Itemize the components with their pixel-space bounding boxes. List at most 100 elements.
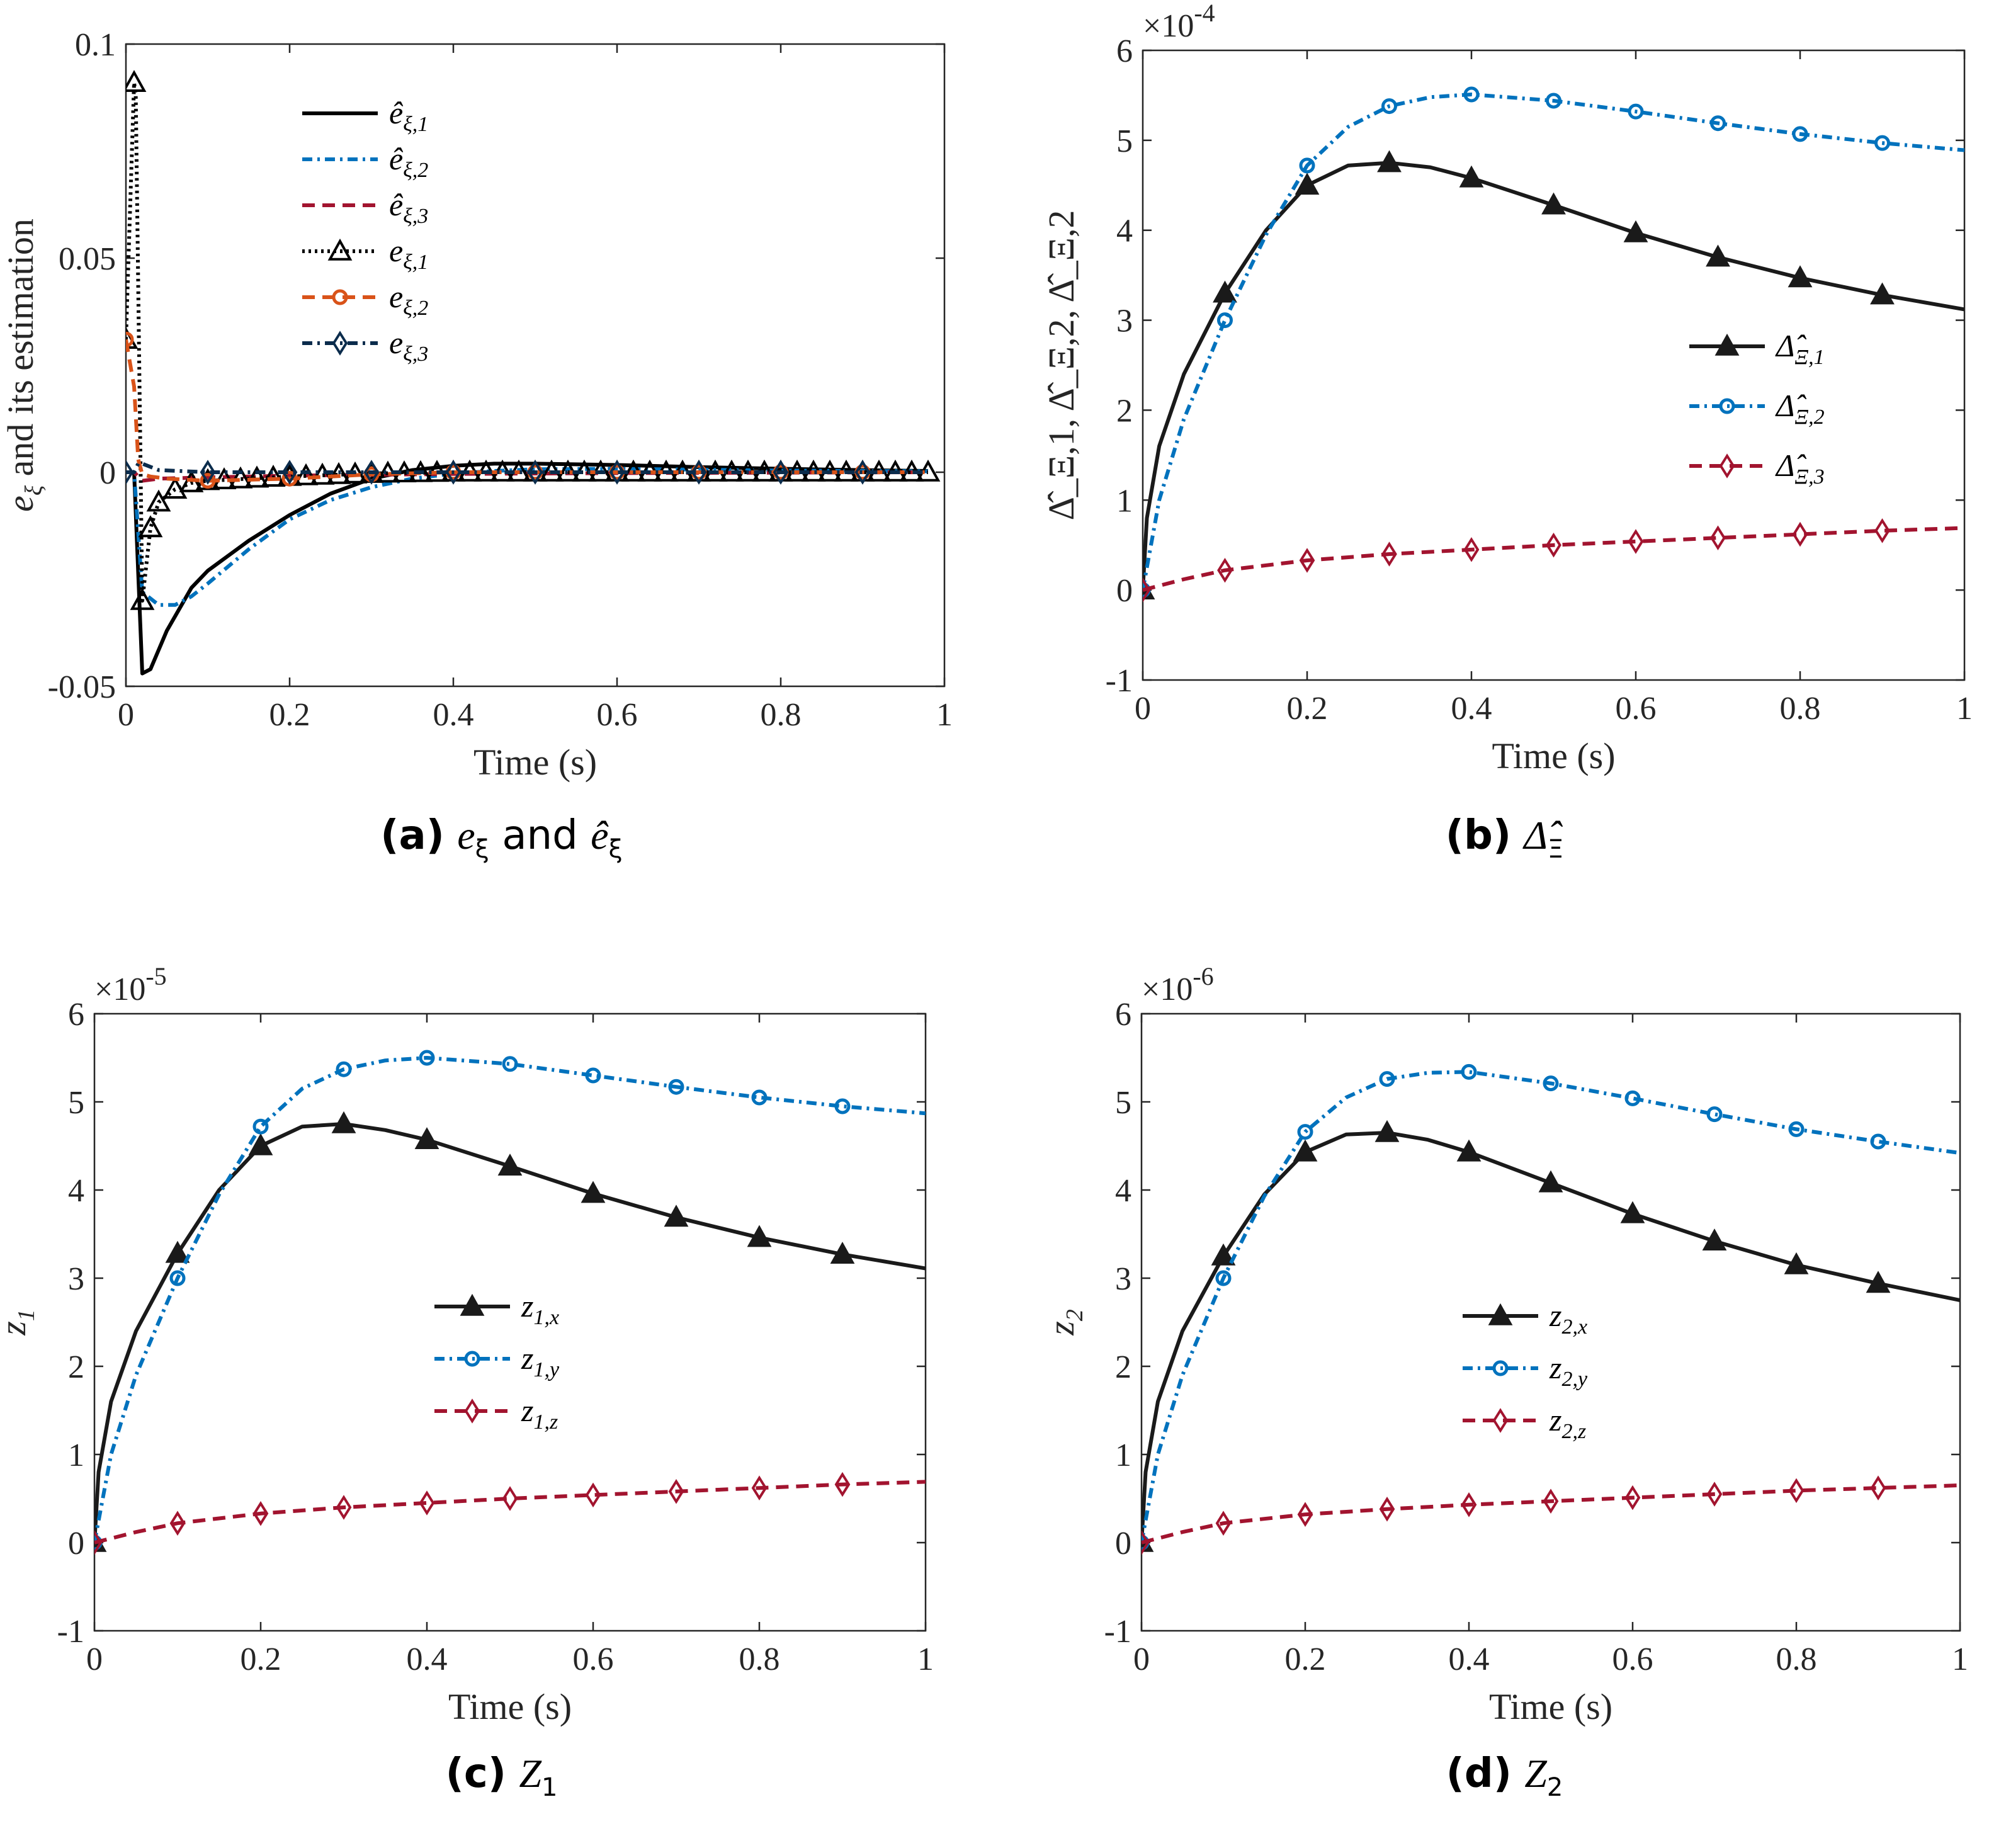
legend-marker-5 xyxy=(332,289,348,305)
series-marker-1 xyxy=(497,1154,523,1176)
series-line-1 xyxy=(126,462,929,676)
series-line-3 xyxy=(94,1480,926,1545)
series-marker-3 xyxy=(1463,537,1480,562)
legend-marker-3 xyxy=(1492,1408,1509,1433)
y-tick-label: 1 xyxy=(1115,1437,1131,1473)
axis-exponent: ×10-4 xyxy=(1143,0,1215,44)
y-axis-label: z1 xyxy=(0,1309,40,1336)
x-tick-label: 0.8 xyxy=(1780,691,1821,727)
legend-marker-2 xyxy=(464,1351,480,1367)
series-marker-2 xyxy=(1546,93,1561,109)
plot-area xyxy=(125,43,946,688)
series-marker-2 xyxy=(1379,1071,1395,1087)
caption-mid: and xyxy=(502,812,578,859)
caption-sub: Ξ xyxy=(1547,834,1564,864)
series-marker-4 xyxy=(244,465,269,488)
y-tick-label: 2 xyxy=(1116,393,1133,429)
y-tick-label: 3 xyxy=(68,1261,84,1297)
legend-label-1: z2,x xyxy=(1549,1298,1587,1339)
x-axis-label: Time (s) xyxy=(473,742,597,783)
series-marker-5 xyxy=(126,331,134,348)
series-marker-2 xyxy=(834,1098,851,1114)
caption-sub: ξ xyxy=(475,834,489,864)
series-marker-2 xyxy=(1543,1075,1559,1092)
series-marker-2 xyxy=(1870,1133,1886,1150)
series-marker-3 xyxy=(585,1482,601,1508)
y-tick-label: 5 xyxy=(1116,123,1133,159)
legend-label-1: êξ,1 xyxy=(389,95,428,136)
y-tick-label: 4 xyxy=(68,1173,84,1209)
x-tick-label: 0.2 xyxy=(269,697,310,733)
y-tick-label: -0.05 xyxy=(48,669,116,705)
x-axis-label: Time (s) xyxy=(448,1686,572,1727)
legend-label-2: Δ̂Ξ,2 xyxy=(1775,388,1825,429)
caption-d: (d) Z2 xyxy=(1003,1750,2006,1802)
series-group xyxy=(94,1050,926,1555)
series-marker-3 xyxy=(1142,1530,1150,1555)
axis-exponent: ×10-5 xyxy=(94,962,167,1007)
series-marker-4 xyxy=(126,70,147,92)
series-marker-1 xyxy=(1866,1271,1891,1293)
x-tick-label: 1 xyxy=(917,1641,934,1677)
caption-sub-2: ξ xyxy=(608,834,623,864)
series-marker-2 xyxy=(585,1067,601,1084)
series-marker-2 xyxy=(252,1118,269,1135)
series-marker-1 xyxy=(1213,280,1237,303)
series-marker-2 xyxy=(1628,103,1644,120)
legend-marker-4 xyxy=(327,238,353,261)
caption-sub: 1 xyxy=(541,1772,558,1802)
series-line-6 xyxy=(126,462,928,474)
y-axis-label: Δ̂_Ξ,1, Δ̂_Ξ,2, Δ̂_Ξ,2 xyxy=(1041,210,1082,521)
y-tick-label: 3 xyxy=(1116,303,1133,339)
series-marker-1 xyxy=(581,1181,606,1203)
y-tick-label: 4 xyxy=(1116,213,1133,249)
caption-symbol: Z xyxy=(1524,1751,1547,1796)
series-marker-3 xyxy=(419,1490,435,1516)
legend-label-2: z1,y xyxy=(521,1341,560,1381)
series-marker-3 xyxy=(1379,1497,1395,1522)
series-marker-4 xyxy=(130,587,155,610)
series-marker-3 xyxy=(1381,541,1397,567)
series-group xyxy=(1142,1063,1960,1555)
y-axis-label: z2 xyxy=(1041,1309,1088,1336)
x-tick-label: 1 xyxy=(936,697,953,733)
series-marker-1 xyxy=(331,1111,356,1133)
legend-label-3: êξ,3 xyxy=(389,187,428,228)
series-marker-2 xyxy=(1874,135,1890,151)
caption-b: (b) Δ̂Ξ xyxy=(1003,812,2006,864)
y-tick-label: 5 xyxy=(1115,1085,1131,1121)
series-marker-1 xyxy=(1706,244,1730,267)
series-line-3 xyxy=(1142,1483,1960,1545)
series-group xyxy=(1143,86,1964,603)
series-marker-6 xyxy=(854,460,871,485)
caption-label: (d) xyxy=(1446,1750,1512,1797)
panel-b: 0 0.2 0.4 0.6 0.8 1 -1 0 1 2 3 4 5 6 ×10-4 Time (s) Δ̂_Ξ… xyxy=(1003,0,2006,907)
series-marker-3 xyxy=(751,1475,768,1500)
panel-a: 0 0.2 0.4 0.6 0.8 1 -0.05 0 0.05 0.1 Time (s) eξ an… xyxy=(0,0,1003,907)
series-marker-2 xyxy=(751,1089,768,1106)
series-marker-1 xyxy=(1541,192,1566,215)
legend-label-2: êξ,2 xyxy=(389,141,428,182)
y-tick-label: 3 xyxy=(1115,1261,1131,1297)
y-tick-label: 0 xyxy=(1115,1526,1131,1562)
series-marker-1 xyxy=(1374,1120,1400,1142)
legend: êξ,1 êξ,2 êξ,3 eξ,1 eξ,2 eξ,3 xyxy=(302,95,428,366)
caption-symbol: Z xyxy=(519,1751,541,1796)
legend-marker-1 xyxy=(460,1293,485,1316)
series-marker-6 xyxy=(126,460,134,485)
series-marker-1 xyxy=(1377,150,1402,173)
series-marker-6 xyxy=(527,460,543,485)
series-marker-4 xyxy=(293,463,319,485)
x-tick-label: 0.2 xyxy=(241,1641,281,1677)
series-marker-2 xyxy=(1710,115,1726,132)
series-line-1 xyxy=(94,1122,926,1543)
y-tick-label: 5 xyxy=(68,1085,84,1121)
series-marker-2 xyxy=(1297,1124,1313,1140)
series-marker-3 xyxy=(1706,1482,1723,1507)
series-marker-1 xyxy=(1459,165,1484,188)
series-marker-3 xyxy=(1215,1511,1232,1536)
legend-marker-3 xyxy=(464,1398,480,1424)
x-tick-label: 0.6 xyxy=(1612,1641,1653,1677)
